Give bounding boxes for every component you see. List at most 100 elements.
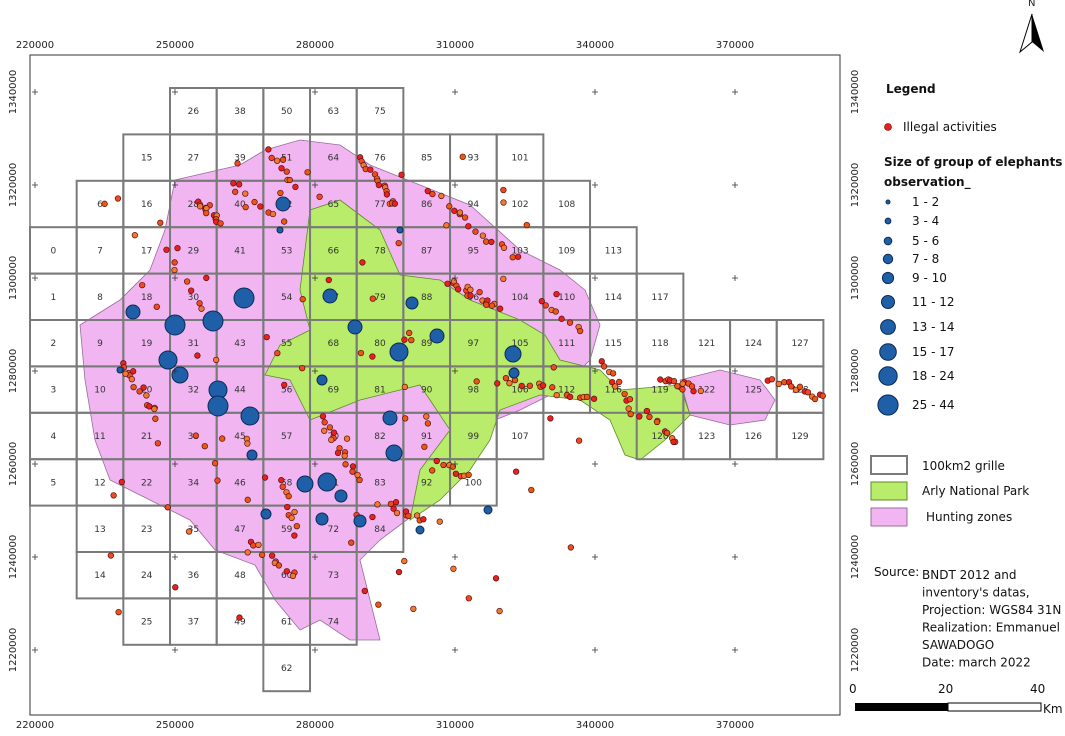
cell-label: 125 [745, 386, 762, 396]
cell-label: 99 [468, 432, 480, 442]
cell-label: 76 [374, 154, 386, 164]
illegal-activity [467, 292, 474, 299]
illegal-activity [369, 295, 376, 302]
illegal-activity [811, 395, 819, 403]
cell-label: 35 [188, 525, 199, 535]
graticule-cross [732, 554, 738, 560]
illegal-activity [284, 503, 291, 511]
illegal-activity [450, 565, 457, 572]
cell-label: 10 [94, 386, 106, 396]
illegal-activity [107, 552, 114, 559]
illegal-activity [643, 407, 651, 415]
illegal-activity [192, 432, 199, 439]
illegal-activity [285, 493, 292, 500]
cell-label: 90 [421, 386, 433, 396]
cell-label: 103 [511, 246, 528, 256]
graticule-cross [32, 368, 38, 374]
illegal-activity [496, 607, 503, 615]
cell-label: 66 [328, 246, 340, 256]
graticule-cross [452, 461, 458, 467]
elephant-group [296, 475, 314, 493]
cell-label: 29 [188, 246, 200, 256]
cell-label: 122 [698, 386, 715, 396]
x-coord-label: 310000 [436, 40, 474, 51]
illegal-activity [500, 199, 507, 206]
illegal-activity [343, 435, 351, 442]
illegal-activity [291, 508, 298, 516]
illegal-activity [153, 303, 160, 310]
y-coord-label: 1220000 [850, 628, 861, 673]
source-line: SAWADOGO [922, 638, 994, 652]
x-coord-label: 280000 [296, 40, 334, 51]
legend-label: 7 - 8 [912, 252, 939, 266]
illegal-activity [688, 383, 696, 390]
graticule-cross [452, 368, 458, 374]
elephant-group [317, 472, 337, 492]
scale-label: 0 [849, 682, 857, 696]
illegal-activity [196, 300, 203, 307]
y-coord-label: 1280000 [850, 349, 861, 394]
illegal-activity [600, 363, 608, 370]
illegal-activity [143, 392, 150, 399]
cell-label: 75 [374, 107, 385, 117]
cell-label: 114 [605, 293, 622, 303]
illegal-activity [219, 435, 226, 442]
illegal-activity [549, 384, 556, 391]
illegal-activity [398, 171, 405, 178]
cell-label: 14 [94, 571, 106, 581]
legend-label: Size of group of elephants [884, 155, 1062, 169]
graticule-cross [452, 554, 458, 560]
cell-label: 112 [558, 386, 575, 396]
illegal-activity [283, 568, 290, 575]
illegal-activity [436, 518, 443, 525]
illegal-activity [479, 232, 487, 239]
illegal-activity [151, 405, 158, 413]
elephant-group [240, 406, 260, 426]
illegal-activity [646, 413, 653, 421]
elephant-group [164, 314, 186, 336]
cell-label: 47 [234, 525, 245, 535]
legend-label: 18 - 24 [912, 369, 955, 383]
elephant-group [385, 444, 403, 462]
illegal-activity [444, 280, 451, 287]
x-coord-label: 340000 [576, 40, 614, 51]
graticule-cross [172, 182, 178, 188]
illegal-activity [269, 210, 277, 218]
cell-label: 102 [511, 200, 528, 210]
illegal-activity [122, 370, 129, 377]
illegal-activity [330, 429, 338, 436]
cell-label: 79 [374, 293, 386, 303]
illegal-activity [670, 438, 677, 446]
elephant-group [382, 410, 398, 426]
elephant-group [405, 296, 419, 310]
cell-label: 117 [651, 293, 668, 303]
x-coord-label: 250000 [156, 40, 194, 51]
legend-symbol [885, 199, 891, 205]
illegal-activity [472, 228, 479, 235]
cell-label: 38 [234, 107, 246, 117]
illegal-activity [506, 380, 513, 387]
graticule-cross [312, 182, 318, 188]
illegal-activity [130, 383, 137, 391]
cell-label: 77 [374, 200, 385, 210]
illegal-activity [130, 368, 137, 375]
cell-label: 60 [281, 571, 293, 581]
graticule-cross [312, 275, 318, 281]
elephant-group [508, 367, 520, 379]
illegal-activity [461, 214, 469, 221]
cell-label: 5 [50, 478, 56, 488]
graticule-cross [312, 554, 318, 560]
illegal-activity [526, 382, 534, 389]
illegal-activity [326, 424, 334, 431]
x-coord-label: 220000 [16, 720, 54, 731]
legend-label: Arly National Park [922, 484, 1029, 498]
illegal-activity [553, 290, 560, 298]
grid-cell [775, 411, 825, 461]
illegal-activity [598, 358, 605, 365]
elephant-group [246, 449, 258, 461]
illegal-activity [788, 383, 795, 390]
elephant-group [353, 514, 367, 528]
illegal-activity [369, 353, 376, 360]
x-coord-label: 280000 [296, 720, 334, 731]
cell-label: 105 [511, 339, 528, 349]
